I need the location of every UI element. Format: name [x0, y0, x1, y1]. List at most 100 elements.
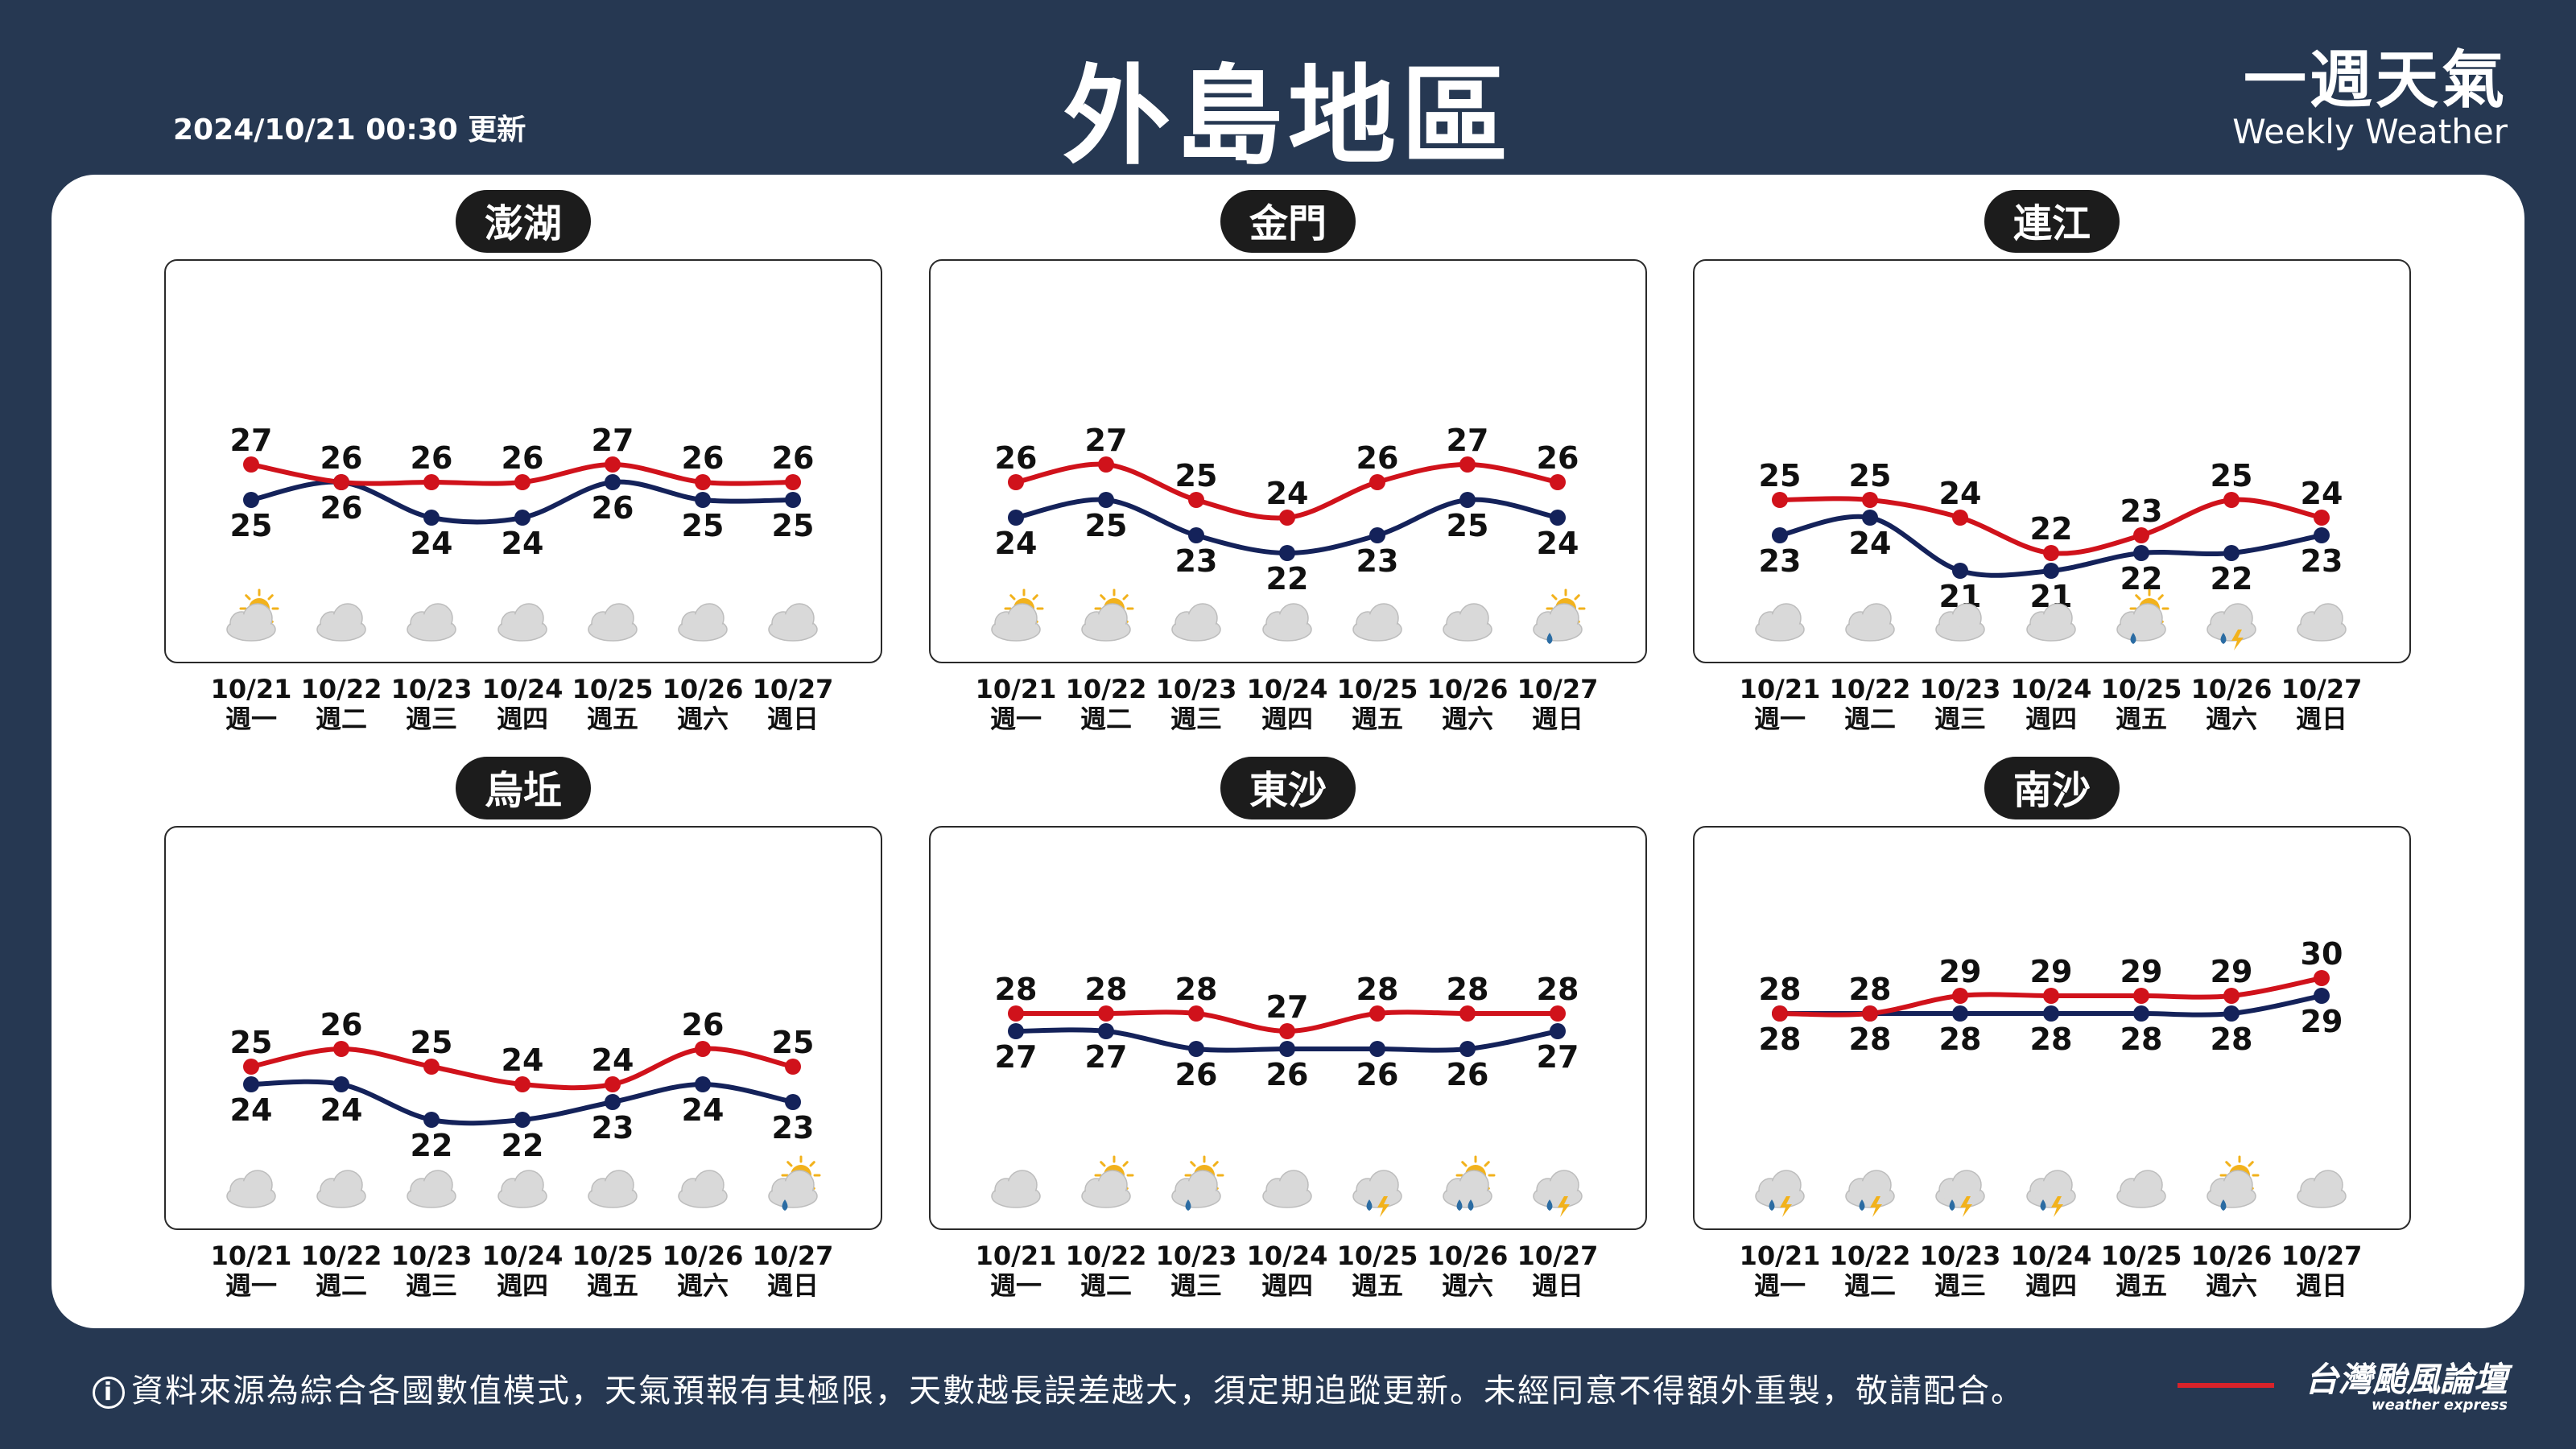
low-temp-label: 27: [1085, 1039, 1128, 1075]
high-temp-point: [1098, 456, 1114, 473]
weekday-label: 週一: [225, 704, 277, 734]
chart-frame: [164, 259, 882, 663]
high-temp-label: 23: [2120, 493, 2163, 529]
high-temp-label: 24: [2301, 476, 2343, 511]
cloudy-icon: [1262, 603, 1312, 642]
weekday-label: 週六: [1442, 1270, 1493, 1301]
low-temp-point: [423, 510, 440, 526]
weekday-label: 週二: [1080, 1270, 1132, 1301]
low-temp-label: 23: [1175, 543, 1218, 579]
low-temp-label: 24: [502, 526, 544, 561]
high-temp-point: [1459, 1005, 1476, 1022]
weekday-label: 週五: [2116, 704, 2167, 734]
weekday-label: 週日: [1532, 1270, 1583, 1301]
high-temp-label: 26: [1356, 440, 1399, 476]
high-temp-label: 26: [502, 440, 544, 476]
high-temp-point: [1862, 492, 1878, 508]
thunderstorm-icon: [1845, 1170, 1895, 1217]
low-temp-label: 25: [682, 508, 724, 543]
date-label: 10/21: [211, 1241, 292, 1271]
high-temp-label: 25: [772, 1025, 815, 1060]
low-temp-label: 26: [320, 490, 363, 526]
cloudy-icon: [226, 1170, 276, 1208]
weekday-label: 週一: [990, 1270, 1042, 1301]
weekday-label: 週四: [497, 704, 548, 734]
update-time: 2024/10/21 00:30 更新: [173, 114, 526, 147]
temperature-chart: 24 24 22 22 23 24 23 25 26 25 24 24 26 25 10/21 10/22 10…: [211, 1007, 834, 1301]
date-label: 10/27: [1517, 674, 1599, 704]
low-temp-point: [2314, 988, 2330, 1004]
high-temp-point: [1369, 1005, 1385, 1022]
high-temp-label: 24: [1266, 476, 1309, 511]
low-temp-label: 26: [1356, 1057, 1399, 1092]
weekday-label: 週三: [1170, 1270, 1222, 1301]
weekday-label: 週三: [406, 704, 457, 734]
high-temp-point: [2223, 988, 2240, 1004]
low-temp-point: [1952, 563, 1968, 579]
cloudy-icon: [316, 1170, 366, 1208]
weekday-label: 週日: [1532, 704, 1583, 734]
high-temp-point: [514, 1076, 530, 1092]
date-label: 10/26: [1427, 1241, 1509, 1271]
date-label: 10/22: [1066, 674, 1147, 704]
low-temp-point: [785, 1094, 801, 1110]
low-temp-label: 29: [2301, 1004, 2343, 1039]
high-temp-point: [695, 474, 711, 490]
low-temp-label: 23: [2301, 543, 2343, 579]
date-label: 10/22: [1830, 674, 1911, 704]
date-label: 10/25: [2101, 1241, 2182, 1271]
high-temp-label: 27: [1447, 423, 1489, 458]
low-temp-label: 28: [1939, 1022, 1982, 1057]
high-temp-label: 26: [995, 440, 1038, 476]
low-temp-label: 28: [2211, 1022, 2253, 1057]
date-label: 10/23: [391, 674, 473, 704]
low-temp-point: [695, 1076, 711, 1092]
location-name: 澎湖: [455, 190, 591, 253]
high-temp-point: [2314, 510, 2330, 526]
low-temp-point: [1008, 510, 1024, 526]
cloudy-icon: [497, 1170, 547, 1208]
date-label: 10/23: [1156, 1241, 1237, 1271]
cloudy-icon: [768, 603, 818, 642]
cloudy-icon: [316, 603, 366, 642]
low-temp-point: [605, 1094, 621, 1110]
low-temp-point: [1459, 1041, 1476, 1057]
weekday-label: 週四: [2025, 1270, 2077, 1301]
chart-frame: [929, 259, 1647, 663]
date-label: 10/27: [753, 1241, 834, 1271]
cloudy-icon: [1262, 1170, 1312, 1208]
temperature-chart: 25 26 24 24 26 25 25 27 26 26 26 27 26 26 10/21 10/22 10…: [211, 423, 834, 734]
high-temp-point: [1369, 474, 1385, 490]
high-temp-label: 29: [2030, 954, 2073, 989]
high-temp-point: [1279, 1023, 1295, 1039]
low-temp-label: 28: [1849, 1022, 1892, 1057]
date-label: 10/25: [572, 674, 654, 704]
low-temp-point: [785, 492, 801, 508]
low-temp-label: 25: [230, 508, 273, 543]
low-temp-label: 24: [682, 1092, 724, 1128]
high-temp-point: [514, 474, 530, 490]
high-temp-label: 25: [1759, 458, 1802, 493]
date-label: 10/24: [2011, 1241, 2092, 1271]
date-label: 10/27: [1517, 1241, 1599, 1271]
low-temp-label: 27: [1537, 1039, 1579, 1075]
cloudy-icon: [991, 1170, 1041, 1208]
cloudy-icon: [1443, 603, 1492, 642]
brand-header: 一週天氣 Weekly Weather: [2232, 47, 2508, 150]
high-temp-label: 26: [411, 440, 453, 476]
cloudy-icon: [2026, 603, 2076, 642]
high-temp-label: 24: [592, 1042, 634, 1078]
weekday-label: 週五: [587, 704, 638, 734]
high-temp-label: 28: [1447, 972, 1489, 1007]
low-temp-label: 23: [1759, 543, 1802, 579]
high-temp-label: 25: [411, 1025, 453, 1060]
partly-sunny-icon: [226, 588, 279, 642]
weekday-label: 週六: [677, 1270, 729, 1301]
date-label: 10/23: [1920, 674, 2001, 704]
date-label: 10/21: [1740, 674, 1821, 704]
high-temp-point: [1772, 492, 1788, 508]
chart-frame: [164, 826, 882, 1230]
forecast-card: 澎湖 25 26 24 24 26 25 25 27 26 26 26 27 26 26 10/21 10/2…: [52, 175, 2524, 1328]
weekday-label: 週五: [2116, 1270, 2167, 1301]
weekday-label: 週一: [1754, 704, 1806, 734]
